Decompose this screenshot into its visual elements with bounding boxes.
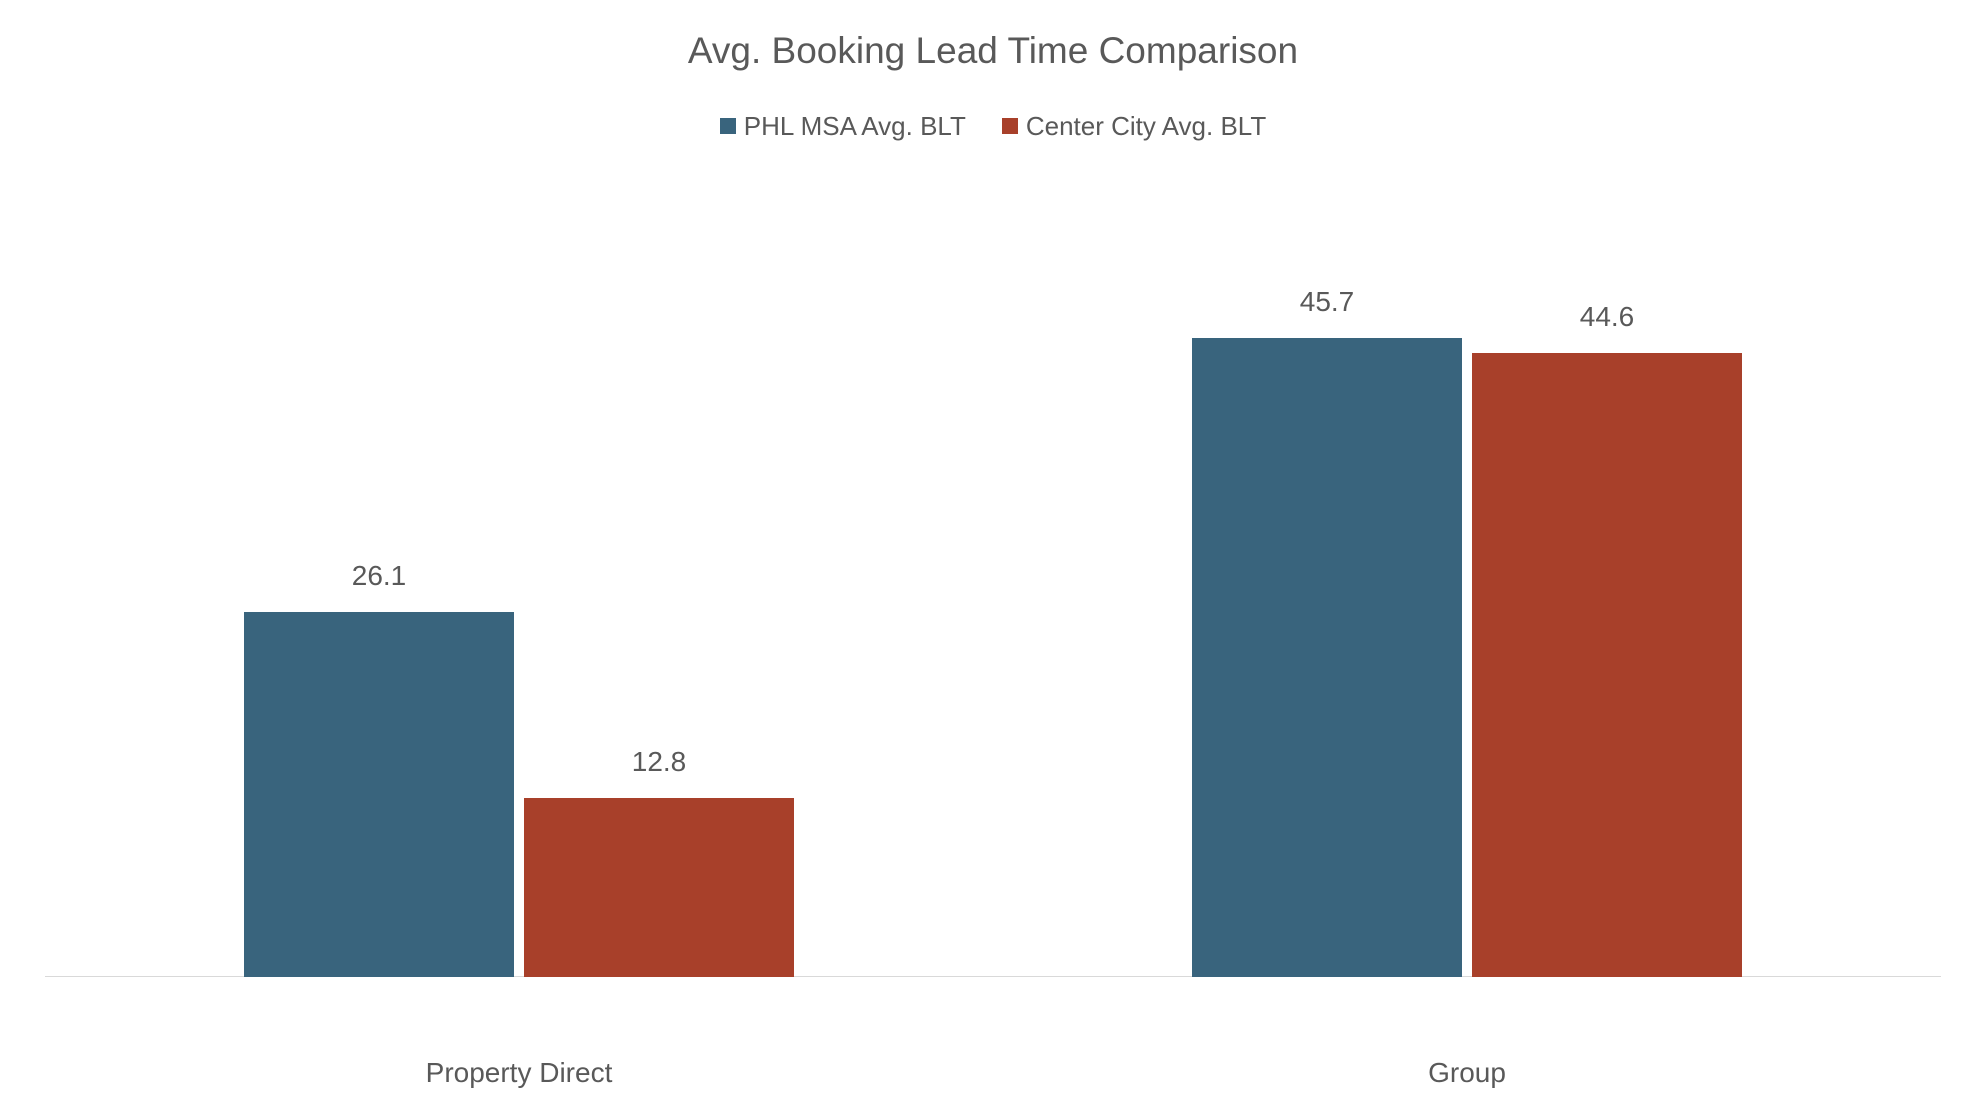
chart-container: Avg. Booking Lead Time Comparison PHL MS…: [0, 0, 1986, 1117]
legend-label: PHL MSA Avg. BLT: [744, 111, 966, 142]
bar-group-0: [1192, 338, 1462, 977]
legend-label: Center City Avg. BLT: [1026, 111, 1266, 142]
data-label: 45.7: [1300, 286, 1355, 318]
data-label: 44.6: [1580, 301, 1635, 333]
chart-legend: PHL MSA Avg. BLT Center City Avg. BLT: [0, 110, 1986, 142]
chart-title: Avg. Booking Lead Time Comparison: [0, 30, 1986, 72]
x-axis-label-0: Property Direct: [426, 1057, 613, 1089]
bar-property-direct-0: [244, 612, 514, 977]
bar-property-direct-1: [524, 798, 794, 977]
legend-swatch: [1002, 118, 1018, 134]
plot-area: 26.1 12.8 45.7 44.6: [45, 180, 1941, 977]
data-label: 12.8: [632, 746, 687, 778]
legend-swatch: [720, 118, 736, 134]
data-label: 26.1: [352, 560, 407, 592]
legend-item-0: PHL MSA Avg. BLT: [720, 111, 966, 142]
bar-group-1: [1472, 353, 1742, 977]
legend-item-1: Center City Avg. BLT: [1002, 111, 1266, 142]
x-axis-label-1: Group: [1428, 1057, 1506, 1089]
